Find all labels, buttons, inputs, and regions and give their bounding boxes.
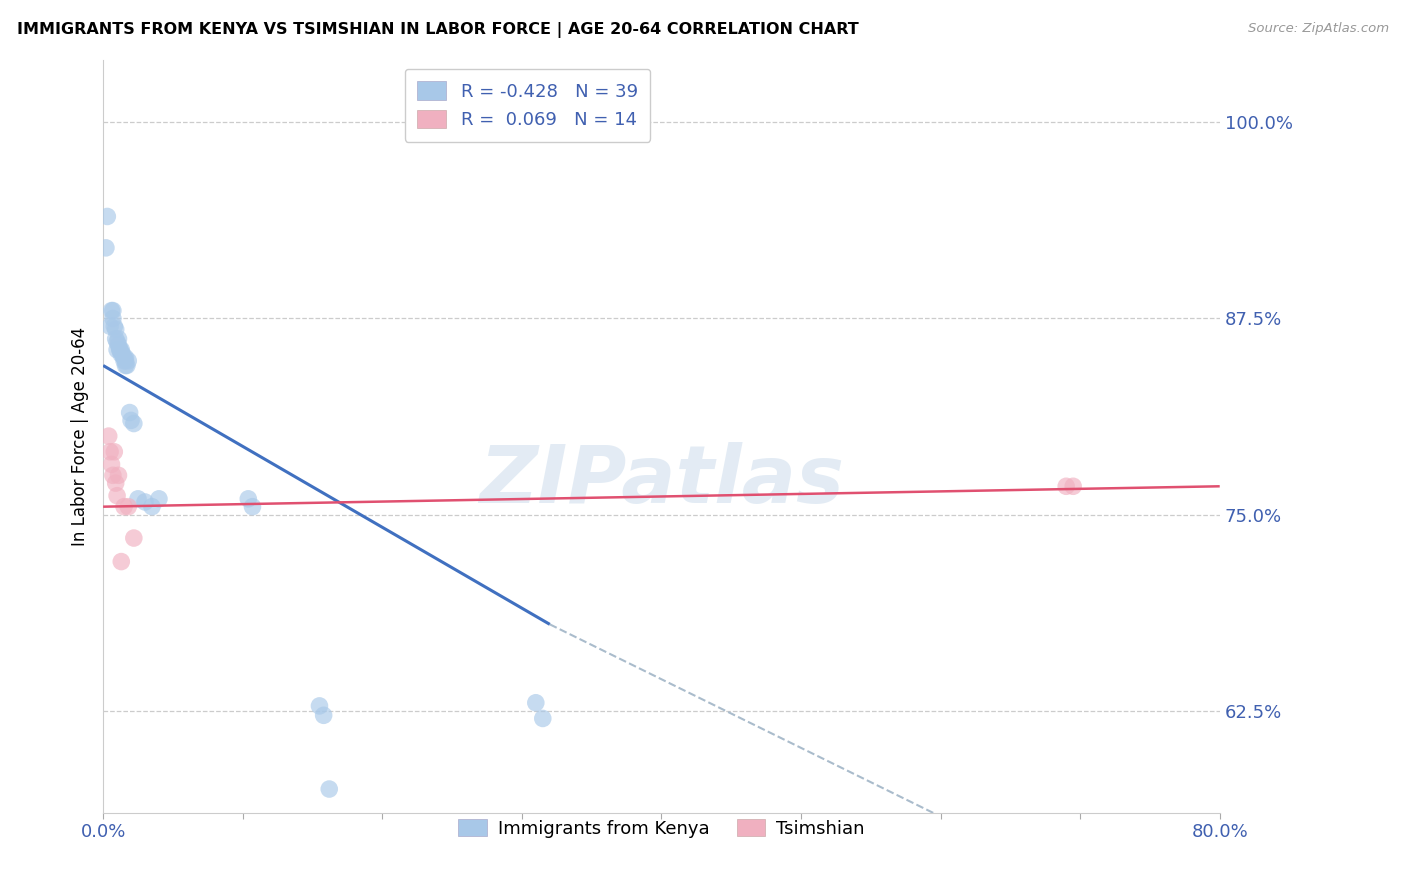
Point [117,353,139,368]
Point [98,444,121,458]
Point [110,555,132,569]
Legend: Immigrants from Kenya, Tsimshian: Immigrants from Kenya, Tsimshian [451,812,872,845]
Point [112,351,135,365]
Point [110,343,132,357]
Point [104,332,127,346]
Point [1054,479,1077,493]
Y-axis label: In Labor Force | Age 20-64: In Labor Force | Age 20-64 [72,326,89,546]
Point [148,491,170,506]
Point [112,353,135,368]
Point [127,491,149,506]
Point [94,241,117,255]
Text: IMMIGRANTS FROM KENYA VS TSIMSHIAN IN LABOR FORCE | AGE 20-64 CORRELATION CHART: IMMIGRANTS FROM KENYA VS TSIMSHIAN IN LA… [17,22,859,38]
Point [238,491,260,506]
Point [242,500,264,514]
Text: ZIPatlas: ZIPatlas [479,442,844,520]
Point [308,698,330,713]
Point [114,359,136,373]
Point [115,359,138,373]
Point [114,353,136,368]
Point [100,458,122,472]
Point [103,319,125,334]
Point [117,500,139,514]
Point [118,406,141,420]
Point [312,708,335,723]
Point [112,500,135,514]
Point [101,303,124,318]
Point [107,468,129,483]
Point [531,711,554,725]
Point [105,489,128,503]
Point [107,338,129,352]
Text: Source: ZipAtlas.com: Source: ZipAtlas.com [1249,22,1389,36]
Point [134,495,156,509]
Point [104,476,127,491]
Point [96,210,118,224]
Point [97,429,120,443]
Point [103,444,125,458]
Point [110,347,132,361]
Point [1062,479,1084,493]
Point [108,343,131,357]
Point [111,347,134,361]
Point [105,334,128,349]
Point [318,782,340,797]
Point [122,417,145,431]
Point [104,322,127,336]
Point [120,413,142,427]
Point [105,343,128,357]
Point [141,500,163,514]
Point [107,332,129,346]
Point [100,303,122,318]
Point [108,343,131,357]
Point [122,531,145,545]
Point [98,319,121,334]
Point [114,351,136,365]
Point [101,468,124,483]
Point [524,696,547,710]
Point [101,311,124,326]
